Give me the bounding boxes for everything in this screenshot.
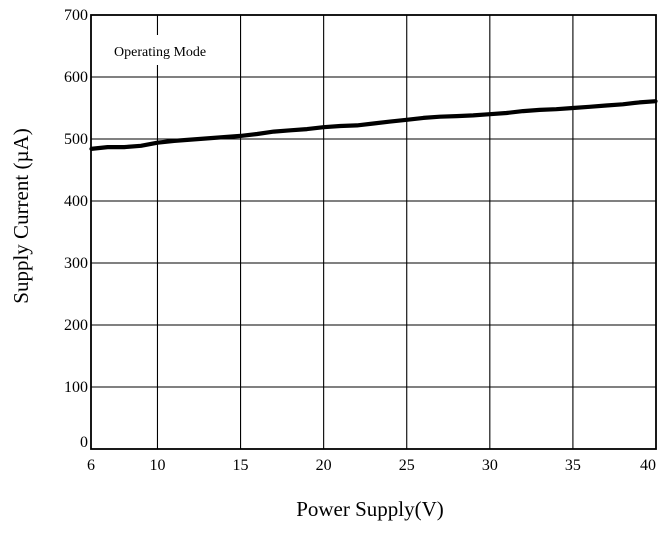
y-tick-label-100: 100 bbox=[64, 379, 88, 396]
data-point bbox=[371, 121, 376, 126]
x-tick-label-6: 6 bbox=[87, 457, 95, 474]
data-point bbox=[587, 105, 592, 109]
data-point bbox=[488, 112, 492, 116]
y-tick-label-200: 200 bbox=[64, 317, 88, 334]
y-tick-label-400: 400 bbox=[64, 193, 88, 210]
data-point bbox=[471, 113, 475, 117]
data-point bbox=[504, 111, 508, 115]
y-tick-label-600: 600 bbox=[64, 69, 88, 86]
annotation-box bbox=[103, 35, 240, 65]
data-point bbox=[571, 106, 575, 110]
data-point bbox=[239, 134, 243, 138]
data-point bbox=[621, 102, 625, 106]
data-point bbox=[255, 132, 259, 136]
data-point bbox=[554, 107, 558, 111]
x-tick-label-30: 30 bbox=[482, 457, 498, 474]
data-point bbox=[637, 100, 642, 104]
data-point bbox=[189, 138, 193, 142]
data-point bbox=[172, 139, 176, 143]
data-point bbox=[222, 135, 226, 139]
data-point bbox=[604, 103, 608, 108]
data-point bbox=[272, 130, 276, 134]
data-point bbox=[421, 116, 425, 120]
x-tick-label-10: 10 bbox=[149, 457, 165, 474]
data-point bbox=[405, 118, 409, 122]
annotation-operating-mode: Operating Mode bbox=[114, 45, 206, 60]
data-point bbox=[388, 120, 392, 124]
y-axis-title: Supply Current (µA) bbox=[9, 128, 33, 303]
data-point bbox=[438, 115, 442, 119]
y-tick-label-0: 0 bbox=[80, 434, 88, 451]
grid bbox=[91, 15, 656, 449]
x-axis-title: Power Supply(V) bbox=[296, 497, 444, 521]
y-tick-label-700: 700 bbox=[64, 7, 88, 24]
data-point bbox=[288, 128, 292, 132]
data-point bbox=[355, 123, 359, 127]
data-point bbox=[322, 125, 326, 129]
y-tick-label-300: 300 bbox=[64, 255, 88, 272]
data-point bbox=[122, 145, 126, 149]
data-point bbox=[139, 144, 143, 148]
x-tick-label-15: 15 bbox=[233, 457, 249, 474]
x-tick-label-25: 25 bbox=[399, 457, 415, 474]
plot-frame bbox=[90, 14, 657, 450]
data-point bbox=[205, 136, 209, 140]
x-tick-label-20: 20 bbox=[316, 457, 332, 474]
data-point bbox=[338, 124, 342, 128]
data-point bbox=[538, 108, 542, 112]
data-point bbox=[305, 127, 309, 131]
y-tick-label-500: 500 bbox=[64, 131, 88, 148]
data-point bbox=[521, 109, 525, 113]
data-point bbox=[155, 141, 160, 145]
data-point bbox=[455, 114, 459, 118]
x-tick-label-35: 35 bbox=[565, 457, 581, 474]
x-tick-label-40: 40 bbox=[640, 457, 656, 474]
data-point bbox=[106, 145, 110, 149]
